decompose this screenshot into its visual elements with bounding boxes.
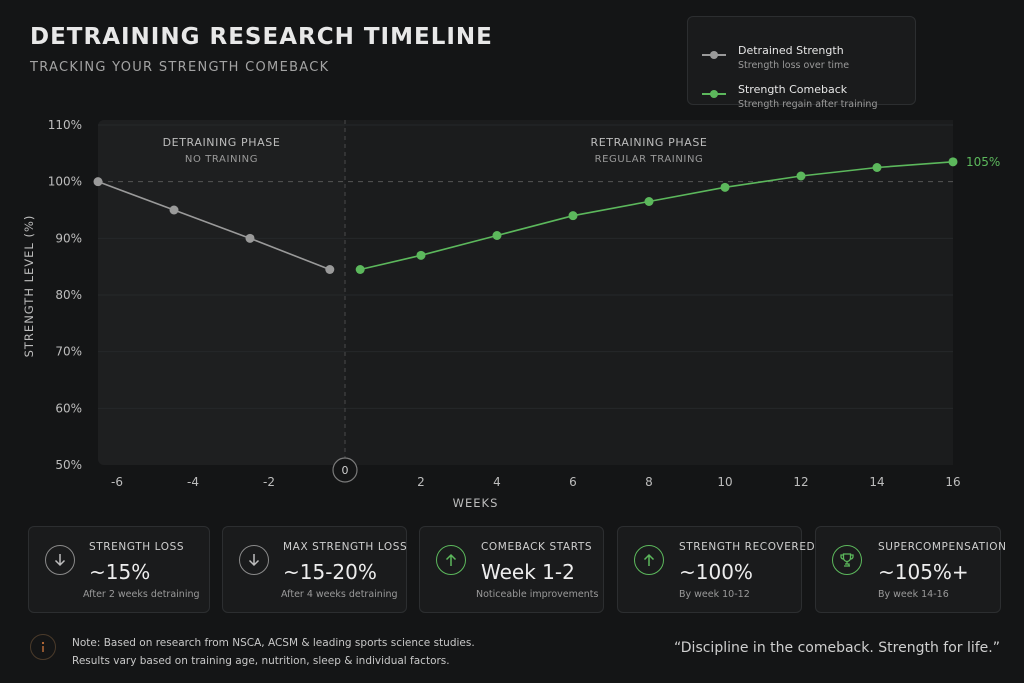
x-tick-label: 16 xyxy=(945,475,960,489)
note-line-1: Note: Based on research from NSCA, ACSM … xyxy=(72,637,475,649)
y-tick-label: 50% xyxy=(55,458,82,472)
retraining-phase-label: RETRAINING PHASE xyxy=(591,136,708,149)
stat-card-strength-recovered: STRENGTH RECOVERED ~100% By week 10-12 xyxy=(617,526,815,613)
trophy-icon xyxy=(832,545,862,575)
end-value-label: 105% xyxy=(966,155,1000,169)
info-icon xyxy=(30,634,56,660)
stat-card-comeback-starts: COMEBACK STARTS Week 1-2 Noticeable impr… xyxy=(419,526,604,613)
stat-note: After 4 weeks detraining xyxy=(281,589,398,600)
stat-note: By week 10-12 xyxy=(679,589,750,600)
data-point xyxy=(568,211,578,221)
stat-label: STRENGTH RECOVERED xyxy=(679,541,816,553)
stat-note: Noticeable improvements xyxy=(476,589,599,600)
y-tick-label: 80% xyxy=(55,288,82,302)
data-point xyxy=(644,197,654,206)
x-tick-label: -4 xyxy=(187,475,199,489)
stat-note: By week 14-16 xyxy=(878,589,949,600)
x-axis-ticks: -6 -4 -2 0 2 4 6 8 10 12 14 16 xyxy=(111,457,961,489)
legend-name: Detrained Strength xyxy=(738,44,844,57)
stat-card-supercompensation: SUPERCOMPENSATION ~105%+ By week 14-16 xyxy=(815,526,1006,613)
detraining-phase-label: DETRAINING PHASE xyxy=(163,136,281,149)
legend-desc: Strength regain after training xyxy=(738,99,878,110)
stat-value: ~100% xyxy=(679,560,753,584)
strength-chart: DETRAINING PHASE NO TRAINING RETRAINING … xyxy=(22,118,1000,510)
y-tick-label: 100% xyxy=(48,175,82,189)
x-tick-label: 10 xyxy=(717,475,732,489)
y-tick-label: 110% xyxy=(48,118,82,132)
x-tick-label: 0 xyxy=(342,464,349,477)
x-tick-label: 12 xyxy=(793,475,808,489)
series-layer xyxy=(93,157,958,274)
y-tick-label: 60% xyxy=(55,401,82,415)
research-note: Note: Based on research from NSCA, ACSM … xyxy=(72,634,475,670)
x-tick-label: 2 xyxy=(417,475,425,489)
x-tick-label: -6 xyxy=(111,475,123,489)
x-tick-label: 6 xyxy=(569,475,577,489)
stat-label: STRENGTH LOSS xyxy=(89,541,185,553)
data-point xyxy=(872,163,882,172)
x-tick-label: 8 xyxy=(645,475,653,489)
stat-note: After 2 weeks detraining xyxy=(83,589,200,600)
grid-lines xyxy=(98,124,953,409)
zero-marker xyxy=(332,457,358,483)
arrow-up-icon xyxy=(436,545,466,575)
data-point xyxy=(720,182,730,192)
stats-cards: STRENGTH LOSS ~15% After 2 weeks detrain… xyxy=(28,526,1006,613)
stat-value: ~105%+ xyxy=(878,560,969,584)
retraining-phase-sublabel: REGULAR TRAINING xyxy=(595,154,704,165)
data-point xyxy=(245,233,255,243)
stat-value: ~15% xyxy=(89,560,151,584)
data-point xyxy=(355,265,365,274)
motivational-quote: “Discipline in the comeback. Strength fo… xyxy=(673,640,1000,656)
y-axis-label: STRENGTH LEVEL (%) xyxy=(22,215,36,358)
stat-label: MAX STRENGTH LOSS xyxy=(283,541,408,553)
data-point xyxy=(325,265,335,274)
x-tick-label: -2 xyxy=(263,475,275,489)
arrow-up-icon xyxy=(634,545,664,575)
series-line-detrained xyxy=(97,180,331,271)
stat-label: COMEBACK STARTS xyxy=(481,541,593,553)
x-tick-label: 14 xyxy=(869,475,884,489)
data-point xyxy=(948,157,958,167)
retraining-phase-region xyxy=(345,120,953,465)
stat-card-max-strength-loss: MAX STRENGTH LOSS ~15-20% After 4 weeks … xyxy=(222,526,407,613)
detraining-phase-region xyxy=(98,120,345,465)
x-axis-label: WEEKS xyxy=(453,496,499,510)
y-axis-ticks: 50% 60% 70% 80% 90% 100% 110% xyxy=(48,118,82,472)
page-title: DETRAINING RESEARCH TIMELINE xyxy=(30,24,493,50)
data-point xyxy=(169,205,179,215)
stat-label: SUPERCOMPENSATION xyxy=(878,541,1007,553)
arrow-down-icon xyxy=(239,545,269,575)
page-subtitle: TRACKING YOUR STRENGTH COMEBACK xyxy=(30,60,330,75)
data-point xyxy=(796,171,806,181)
note-line-2: Results vary based on training age, nutr… xyxy=(72,655,450,667)
legend-swatch-comeback xyxy=(702,90,726,98)
legend-swatch-detrained xyxy=(702,51,726,59)
data-point xyxy=(416,250,426,260)
y-tick-label: 70% xyxy=(55,345,82,359)
data-point xyxy=(93,177,103,187)
x-tick-label: 4 xyxy=(493,475,501,489)
data-point xyxy=(492,231,502,240)
stat-value: Week 1-2 xyxy=(481,560,575,584)
stat-value: ~15-20% xyxy=(283,560,377,584)
chart-legend: Detrained Strength Strength loss over ti… xyxy=(687,16,916,110)
stat-card-strength-loss: STRENGTH LOSS ~15% After 2 weeks detrain… xyxy=(28,526,210,613)
arrow-down-icon xyxy=(45,545,75,575)
y-tick-label: 90% xyxy=(55,231,82,245)
detraining-phase-sublabel: NO TRAINING xyxy=(185,154,258,165)
legend-desc: Strength loss over time xyxy=(738,60,850,71)
legend-name: Strength Comeback xyxy=(738,83,848,96)
